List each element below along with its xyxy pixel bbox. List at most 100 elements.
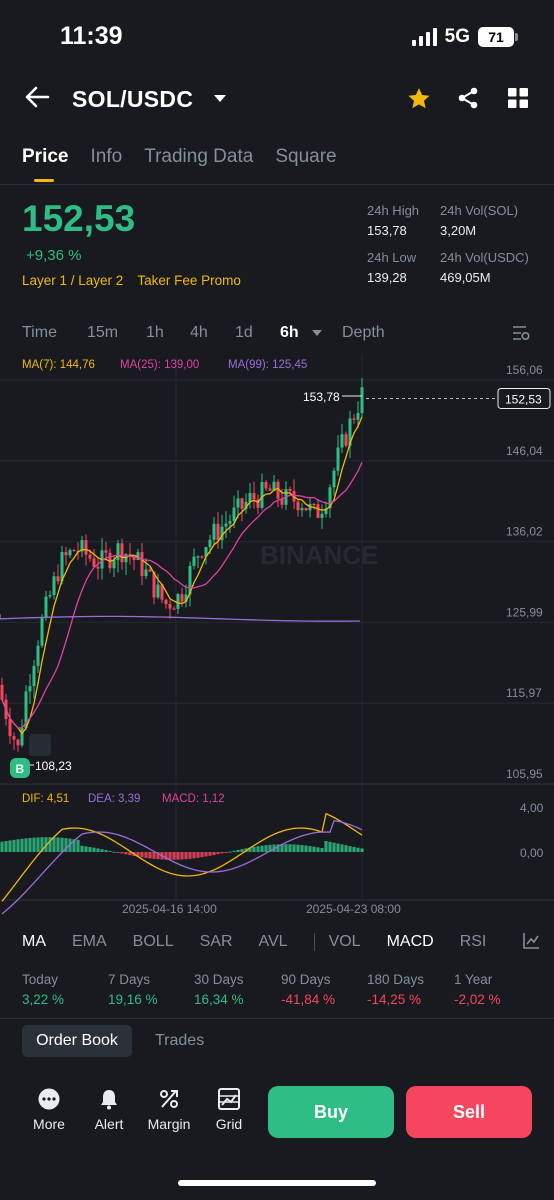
candle-body [96,566,100,569]
tab-trading-data[interactable]: Trading Data [144,146,254,167]
macd-bar [316,847,320,852]
share-icon[interactable] [456,86,480,110]
grid-label: Grid [215,1116,243,1132]
candle-body [116,543,120,561]
macd-bar [324,840,328,852]
candle-body [204,547,208,557]
candle-body [56,576,60,582]
tf-15m[interactable]: 15m [87,324,119,341]
candle-body [200,556,204,558]
tf-time[interactable]: Time [22,324,57,341]
macd-bar [108,850,112,852]
vol-sol-value: 3,20M [440,223,477,238]
tag-promo[interactable]: Taker Fee Promo [137,273,241,288]
ind-rsi[interactable]: RSI [459,933,487,950]
macd-bar [180,852,184,860]
chart-canvas[interactable]: BINANCE 156,06 146,04 136,02 125,99 115,97 10… [0,354,554,916]
tf-caret-icon[interactable] [312,330,322,336]
ind-avl[interactable]: AVL [258,933,288,950]
macd-bar [44,837,48,852]
alert-label: Alert [94,1116,124,1132]
last-price: 152,53 [22,198,136,239]
margin-button[interactable]: Margin [143,1088,195,1132]
macd-bar [216,852,220,855]
ind-ema[interactable]: EMA [72,933,107,950]
tab-info[interactable]: Info [90,146,123,167]
candle-body [144,569,148,577]
tab-price[interactable]: Price [22,146,69,167]
candle-body [272,481,276,491]
y-tick-label: 136,02 [506,525,543,539]
macd-bar [204,852,208,857]
caret-down-icon[interactable] [214,95,226,102]
candle-body [20,728,24,746]
macd-bar [144,852,148,858]
macd-bar [136,852,140,857]
candle-body [32,665,36,687]
macd-bar [260,845,264,852]
ind-boll[interactable]: BOLL [132,933,174,950]
tf-4h[interactable]: 4h [190,324,208,341]
grid-menu-icon[interactable] [508,88,528,108]
tf-depth[interactable]: Depth [342,324,385,341]
ind-macd[interactable]: MACD [386,933,434,950]
more-button[interactable]: More [23,1088,75,1132]
perf-today: Today 3,22 % [22,972,65,1007]
macd-bar [344,845,348,852]
grid-button[interactable]: Grid [203,1088,255,1132]
macd-bar [220,852,224,854]
price-chart[interactable]: BINANCE 156,06 146,04 136,02 125,99 115,97 10… [0,354,554,916]
macd-bar [224,852,228,853]
candle-body [152,571,156,598]
candle-body [352,418,356,420]
candle-body [232,507,236,522]
y-tick-label: 115,97 [506,686,542,700]
macd-bar [116,852,120,853]
candle-body [104,550,108,553]
pair-selector[interactable]: SOL/USDC [72,86,194,112]
alert-button[interactable]: Alert [83,1088,135,1132]
tf-1h[interactable]: 1h [146,324,164,341]
indicator-settings-icon[interactable] [522,932,540,950]
vol-usdc-value: 469,05M [440,270,491,285]
macd-bar [56,837,60,852]
macd-bar [140,852,144,858]
sell-button[interactable]: Sell [406,1086,532,1138]
macd-bar [60,837,64,852]
ind-sar[interactable]: SAR [199,933,233,950]
tf-6h[interactable]: 6h [280,324,299,341]
tf-1d[interactable]: 1d [235,324,253,341]
bell-icon [101,1090,117,1110]
candle-body [148,569,152,572]
tab-square[interactable]: Square [275,146,337,167]
tab-trades[interactable]: Trades [155,1032,205,1049]
buy-button[interactable]: Buy [268,1086,394,1138]
tab-order-book[interactable]: Order Book [22,1025,132,1057]
macd-bar [128,852,132,856]
candle-body [348,418,352,446]
candle-body [180,594,184,602]
macd-bar [228,851,232,853]
candle-body [40,617,44,646]
macd-dea-line [1,819,363,915]
ind-vol[interactable]: VOL [328,933,361,950]
macd-bar [208,852,212,856]
macd-bar [120,852,124,854]
chart-settings-icon[interactable] [512,324,530,342]
macd-bar [352,846,356,852]
favorite-star-icon[interactable] [406,86,432,112]
back-arrow-icon[interactable] [24,84,50,110]
macd-bar [176,852,180,860]
current-price-box [497,387,551,409]
perf-30d: 30 Days 16,34 % [194,972,244,1007]
signal-icon [411,28,437,46]
candle-body [132,557,136,560]
home-indicator[interactable] [178,1180,376,1186]
macd-bar [104,850,108,852]
tag-layer[interactable]: Layer 1 / Layer 2 [22,273,124,288]
ind-ma[interactable]: MA [22,933,46,950]
vol-usdc-label: 24h Vol(USDC) [440,250,529,265]
macd-bar [300,845,304,852]
macd-dif-line [1,812,363,902]
x-tick-label: 2025-04-23 08:00 [306,902,401,916]
